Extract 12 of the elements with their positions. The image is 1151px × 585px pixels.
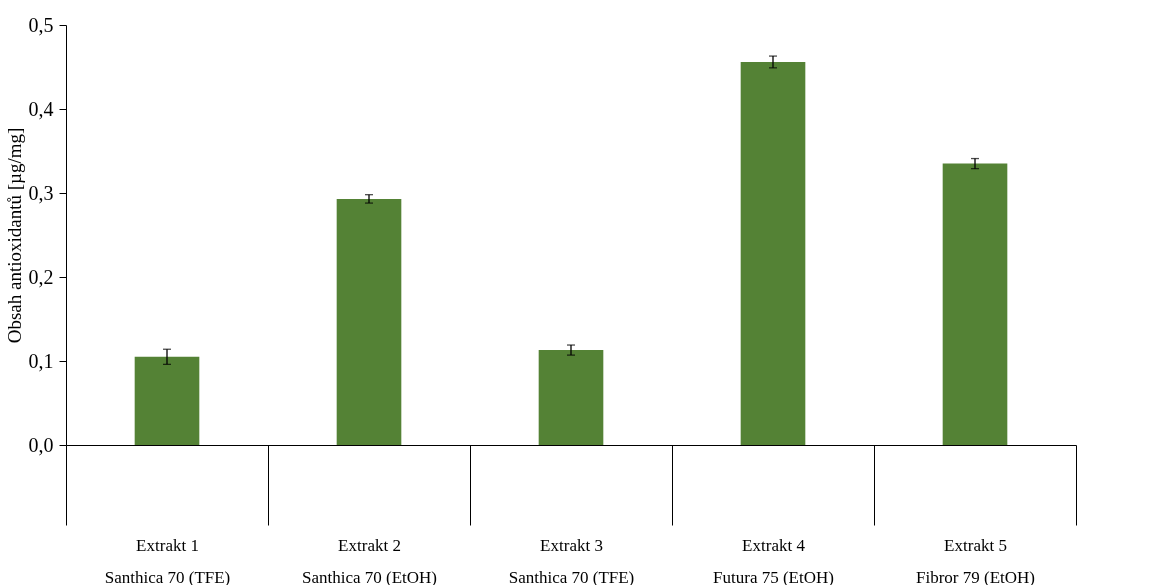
y-tick-label: 0,2 <box>28 265 54 288</box>
y-tick-label: 0,4 <box>28 97 54 120</box>
bar <box>942 163 1008 445</box>
bar <box>134 356 200 445</box>
bar <box>740 61 806 445</box>
y-tick-label: 0,1 <box>28 349 54 372</box>
bar <box>538 350 604 445</box>
y-axis-title: Obsah antioxidantů [µg/mg] <box>3 127 25 344</box>
y-tick-label: 0,0 <box>28 433 54 456</box>
y-tick-label: 0,3 <box>28 181 54 204</box>
y-tick-label: 0,5 <box>28 13 54 36</box>
bar <box>336 198 402 445</box>
